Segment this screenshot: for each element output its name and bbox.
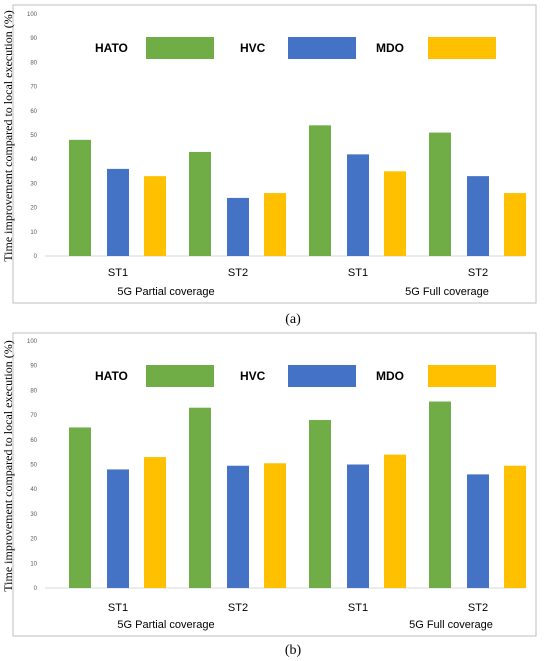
x-tick-label: ST1: [108, 602, 128, 614]
x-group-label: 5G Partial coverage: [117, 286, 214, 298]
bar-hato-st2: [429, 401, 451, 588]
bar-hato-st1: [69, 139, 91, 256]
bar-hvc-st1: [347, 464, 369, 588]
legend-swatch: [428, 37, 496, 59]
legend-label: HATO: [95, 41, 128, 55]
y-tick-label: 100: [27, 339, 38, 345]
bar-mdo-st1: [384, 171, 406, 256]
y-tick-label: 20: [30, 537, 37, 543]
bar-hvc-st2: [467, 176, 489, 256]
y-tick-label: 40: [30, 157, 37, 163]
legend-label: HVC: [240, 369, 266, 383]
y-tick-label: 50: [30, 133, 37, 139]
x-group-label: 5G Partial coverage: [117, 619, 214, 631]
y-tick-label: 80: [30, 388, 37, 394]
bar-hato-st1: [309, 125, 331, 256]
y-tick-label: 60: [30, 438, 37, 444]
bar-hvc-st1: [347, 154, 369, 256]
y-tick-label: 90: [30, 364, 37, 370]
y-tick-label: 100: [27, 12, 38, 18]
y-tick-label: 0: [34, 254, 38, 260]
y-tick-label: 10: [30, 230, 37, 236]
x-tick-label: ST2: [228, 267, 248, 279]
y-tick-label: 20: [30, 206, 37, 212]
y-axis-label: Time improvement compared to local execu…: [1, 340, 15, 591]
bar-hato-st1: [69, 427, 91, 588]
y-tick-label: 30: [30, 181, 37, 187]
legend-swatch: [146, 37, 214, 59]
y-tick-label: 10: [30, 561, 37, 567]
bar-hato-st2: [189, 151, 211, 256]
bar-hato-st2: [189, 407, 211, 588]
legend-label: HVC: [240, 41, 266, 55]
bar-mdo-st1: [384, 454, 406, 588]
bar-hato-st1: [309, 420, 331, 588]
y-tick-label: 60: [30, 109, 37, 115]
bar-mdo-st2: [504, 465, 526, 588]
y-tick-label: 40: [30, 487, 37, 493]
y-tick-label: 90: [30, 36, 37, 42]
x-tick-label: ST1: [108, 267, 128, 279]
bar-mdo-st2: [504, 193, 526, 256]
figure-caption: (b): [285, 643, 302, 658]
bar-hvc-st2: [467, 474, 489, 588]
bar-hato-st2: [429, 132, 451, 256]
legend-label: MDO: [376, 41, 404, 55]
x-group-label: 5G Full coverage: [405, 286, 489, 298]
y-tick-label: 0: [34, 586, 38, 592]
y-tick-label: 80: [30, 60, 37, 66]
x-tick-label: ST1: [348, 267, 368, 279]
bar-hvc-st2: [227, 465, 249, 588]
bar-mdo-st1: [144, 457, 166, 588]
bar-hvc-st1: [107, 168, 129, 256]
bar-hvc-st1: [107, 469, 129, 588]
x-tick-label: ST2: [468, 602, 488, 614]
legend-swatch: [288, 365, 356, 387]
bar-hvc-st2: [227, 197, 249, 256]
x-group-label: 5G Full coverage: [409, 619, 493, 631]
bar-mdo-st2: [264, 193, 286, 256]
y-tick-label: 70: [30, 85, 37, 91]
legend-label: MDO: [376, 369, 404, 383]
legend-swatch: [428, 365, 496, 387]
legend-label: HATO: [95, 369, 128, 383]
y-tick-label: 30: [30, 512, 37, 518]
x-tick-label: ST2: [468, 267, 488, 279]
x-tick-label: ST1: [348, 602, 368, 614]
bar-mdo-st1: [144, 176, 166, 256]
y-tick-label: 70: [30, 413, 37, 419]
y-tick-label: 50: [30, 463, 37, 469]
figure-caption: (a): [285, 312, 301, 327]
x-tick-label: ST2: [228, 602, 248, 614]
legend-swatch: [146, 365, 214, 387]
legend-swatch: [288, 37, 356, 59]
y-axis-label: Time improvement compared to local execu…: [1, 10, 15, 261]
bar-mdo-st2: [264, 463, 286, 588]
